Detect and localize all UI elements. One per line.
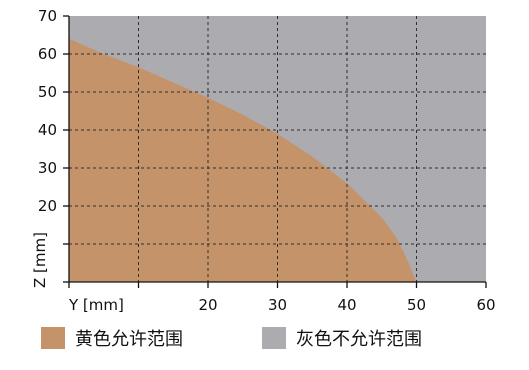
y-tick-label: 60 xyxy=(38,45,57,63)
x-tick-label: 40 xyxy=(337,296,356,314)
x-tick-label: 30 xyxy=(268,296,287,314)
x-tick-label: 50 xyxy=(407,296,426,314)
y-tick-label: 50 xyxy=(38,83,57,101)
legend: 黄色允许范围 灰色不允许范围 xyxy=(41,327,422,350)
y-tick-label: 20 xyxy=(38,197,57,215)
legend-label-allowed: 黄色允许范围 xyxy=(75,329,183,350)
y-tick-label: 40 xyxy=(38,121,57,139)
legend-swatch-forbidden xyxy=(262,327,286,349)
axes: 20 30 40 50 60 70 Y [mm] 20 30 40 50 60 Z [mm] xyxy=(31,7,496,314)
y-tick-label: 70 xyxy=(38,7,57,25)
x-tick-label: 60 xyxy=(476,296,495,314)
plot-area xyxy=(69,16,486,282)
x-tick-label: 20 xyxy=(198,296,217,314)
y-axis-title: Z [mm] xyxy=(31,232,49,288)
legend-label-forbidden: 灰色不允许范围 xyxy=(296,329,422,350)
allowed-region-area xyxy=(69,38,417,282)
x-tick-label: Y [mm] xyxy=(68,296,124,314)
legend-swatch-allowed xyxy=(41,327,65,349)
y-tick-label: 30 xyxy=(38,159,57,177)
